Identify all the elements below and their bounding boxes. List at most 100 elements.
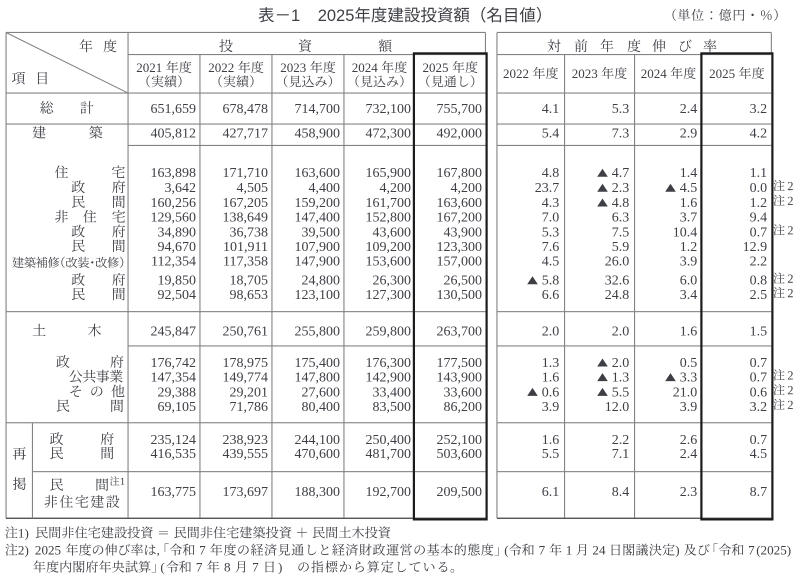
svg-text:): ) — [675, 543, 679, 558]
svg-text:173,697: 173,697 — [223, 485, 269, 500]
svg-text:2): 2) — [18, 543, 29, 558]
svg-text:117,358: 117,358 — [223, 255, 268, 270]
svg-text:2024: 2024 — [641, 66, 668, 81]
svg-text:2021: 2021 — [136, 60, 162, 75]
svg-text:175,400: 175,400 — [295, 356, 341, 371]
svg-text:244,100: 244,100 — [295, 433, 341, 448]
svg-text:2.9: 2.9 — [680, 127, 698, 142]
svg-text:492,000: 492,000 — [437, 127, 483, 142]
svg-text:1.2: 1.2 — [750, 196, 768, 211]
svg-text:2025: 2025 — [709, 66, 735, 81]
svg-text:147,400: 147,400 — [295, 211, 341, 226]
svg-text:4.2: 4.2 — [750, 127, 768, 142]
svg-text:147,354: 147,354 — [151, 371, 197, 386]
svg-text:94,670: 94,670 — [158, 240, 197, 255]
svg-text:458,900: 458,900 — [295, 127, 341, 142]
svg-text:1.2: 1.2 — [680, 240, 698, 255]
svg-text:9.4: 9.4 — [750, 211, 768, 226]
svg-text:188,300: 188,300 — [295, 485, 341, 500]
svg-text:1.3: 1.3 — [612, 371, 630, 386]
svg-text:3.4: 3.4 — [680, 288, 698, 303]
svg-text:176,300: 176,300 — [366, 356, 412, 371]
svg-text:250,761: 250,761 — [223, 324, 269, 339]
svg-text:1): 1) — [18, 525, 29, 540]
svg-text:43,900: 43,900 — [444, 225, 483, 240]
svg-text:7: 7 — [199, 543, 206, 558]
svg-text:245,847: 245,847 — [151, 324, 197, 339]
svg-text:416,535: 416,535 — [151, 447, 197, 462]
svg-text:427,717: 427,717 — [223, 127, 269, 142]
svg-text:1.6: 1.6 — [680, 196, 698, 211]
svg-text:5.9: 5.9 — [612, 240, 630, 255]
svg-text:19,850: 19,850 — [158, 274, 197, 289]
svg-text:439,555: 439,555 — [223, 447, 269, 462]
svg-text:2.2: 2.2 — [750, 255, 768, 270]
svg-text:7: 7 — [196, 560, 203, 575]
svg-text:252,100: 252,100 — [437, 433, 483, 448]
svg-text:5.8: 5.8 — [542, 274, 560, 289]
svg-text:263,700: 263,700 — [437, 324, 483, 339]
svg-text:33,600: 33,600 — [444, 385, 483, 400]
svg-text:5.3: 5.3 — [542, 225, 560, 240]
svg-text:4,505: 4,505 — [237, 181, 269, 196]
svg-text:2.4: 2.4 — [680, 102, 698, 117]
svg-text:157,000: 157,000 — [437, 255, 483, 270]
svg-text:3.2: 3.2 — [750, 102, 768, 117]
svg-text:2022: 2022 — [503, 66, 529, 81]
svg-text:2.3: 2.3 — [680, 485, 698, 500]
svg-text:26,500: 26,500 — [444, 274, 483, 289]
svg-text:8.7: 8.7 — [750, 485, 768, 500]
svg-text:): ) — [278, 560, 282, 575]
svg-text:98,653: 98,653 — [230, 288, 269, 303]
svg-text:107,900: 107,900 — [295, 240, 341, 255]
svg-text:0.7: 0.7 — [750, 356, 768, 371]
svg-text:29,201: 29,201 — [230, 385, 269, 400]
svg-text:129,560: 129,560 — [151, 211, 197, 226]
svg-text:1.1: 1.1 — [750, 166, 768, 181]
svg-text:23.7: 23.7 — [535, 181, 560, 196]
svg-text:4.8: 4.8 — [542, 166, 560, 181]
svg-text:1.3: 1.3 — [542, 356, 560, 371]
svg-text:24: 24 — [592, 543, 606, 558]
svg-text:7: 7 — [252, 560, 259, 575]
svg-text:3.2: 3.2 — [750, 400, 768, 415]
svg-text:1.5: 1.5 — [750, 324, 768, 339]
svg-text:5.4: 5.4 — [542, 127, 560, 142]
svg-text:7: 7 — [748, 543, 755, 558]
svg-text:130,500: 130,500 — [437, 288, 483, 303]
svg-text:4.1: 4.1 — [542, 102, 560, 117]
svg-text:7.6: 7.6 — [542, 240, 560, 255]
svg-text:142,900: 142,900 — [366, 371, 412, 386]
svg-text:83,500: 83,500 — [373, 400, 412, 415]
svg-text:92,504: 92,504 — [158, 288, 197, 303]
svg-text:4.7: 4.7 — [612, 166, 630, 181]
svg-text:167,800: 167,800 — [437, 166, 483, 181]
svg-text:(2025): (2025) — [756, 543, 791, 558]
svg-text:147,900: 147,900 — [295, 255, 341, 270]
svg-text:6.1: 6.1 — [542, 485, 560, 500]
svg-text:259,800: 259,800 — [366, 324, 412, 339]
svg-text:5.3: 5.3 — [612, 102, 630, 117]
svg-text:29,388: 29,388 — [158, 385, 197, 400]
svg-text:160,256: 160,256 — [151, 196, 197, 211]
svg-text:149,774: 149,774 — [223, 371, 269, 386]
svg-text:235,124: 235,124 — [151, 433, 197, 448]
svg-text:4.5: 4.5 — [542, 255, 560, 270]
svg-text:153,600: 153,600 — [366, 255, 412, 270]
svg-text:1: 1 — [566, 543, 573, 558]
svg-text:250,400: 250,400 — [366, 433, 412, 448]
svg-text:21.0: 21.0 — [673, 385, 698, 400]
svg-text:3.3: 3.3 — [680, 371, 698, 386]
svg-text:755,700: 755,700 — [437, 102, 483, 117]
svg-text:69,105: 69,105 — [158, 400, 197, 415]
svg-text:24,800: 24,800 — [302, 274, 341, 289]
svg-text:8.4: 8.4 — [612, 485, 630, 500]
svg-text:39,500: 39,500 — [302, 225, 341, 240]
svg-text:80,400: 80,400 — [302, 400, 341, 415]
svg-text:1.6: 1.6 — [542, 433, 560, 448]
svg-text:4.8: 4.8 — [612, 196, 630, 211]
svg-text:2.0: 2.0 — [612, 324, 630, 339]
svg-text:26.0: 26.0 — [605, 255, 630, 270]
svg-text:152,800: 152,800 — [366, 211, 412, 226]
svg-text:0.7: 0.7 — [750, 225, 768, 240]
